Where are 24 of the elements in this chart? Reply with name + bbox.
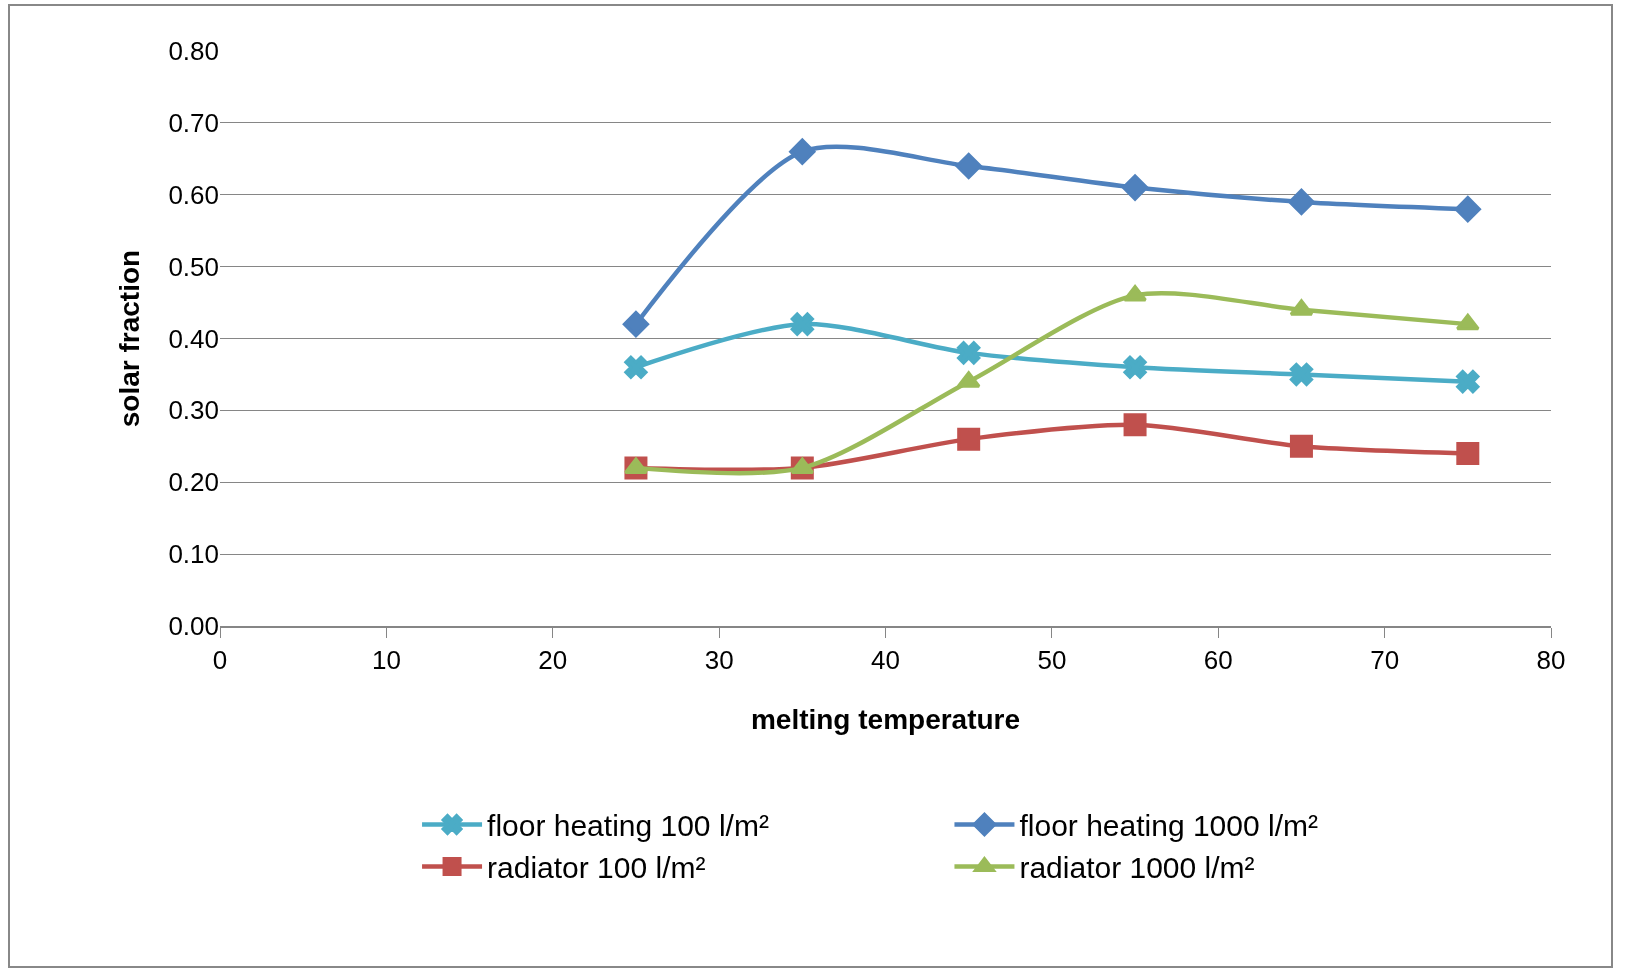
y-tick-label: 0.50 — [168, 251, 219, 282]
x-tick-label: 60 — [1203, 644, 1233, 675]
legend-label: floor heating 1000 l/m² — [1019, 809, 1318, 843]
y-tick-label: 0.30 — [168, 395, 219, 426]
x-tick-label: 10 — [371, 644, 401, 675]
legend-label: floor heating 100 l/m² — [487, 809, 769, 843]
y-tick-label: 0.70 — [168, 107, 219, 138]
x-tick-label: 20 — [538, 644, 568, 675]
y-axis-title: solar fraction — [114, 249, 146, 428]
y-tick-label: 0.40 — [168, 323, 219, 354]
x-tick-label: 0 — [212, 644, 228, 675]
x-tick-label: 80 — [1536, 644, 1566, 675]
x-tick-label: 40 — [871, 644, 900, 675]
x-tick-label: 70 — [1370, 644, 1400, 675]
x-axis-title: melting temperature — [750, 703, 1021, 735]
y-tick-label: 0.10 — [168, 539, 219, 570]
y-tick-label: 0.00 — [168, 611, 219, 642]
legend-label: radiator 1000 l/m² — [1019, 851, 1255, 885]
y-tick-label: 0.20 — [168, 467, 219, 498]
x-tick-label: 30 — [704, 644, 734, 675]
y-tick-label: 0.60 — [168, 179, 219, 210]
x-tick-label: 50 — [1037, 644, 1067, 675]
y-tick-label: 0.80 — [168, 36, 219, 67]
legend-label: radiator 100 l/m² — [487, 851, 706, 885]
